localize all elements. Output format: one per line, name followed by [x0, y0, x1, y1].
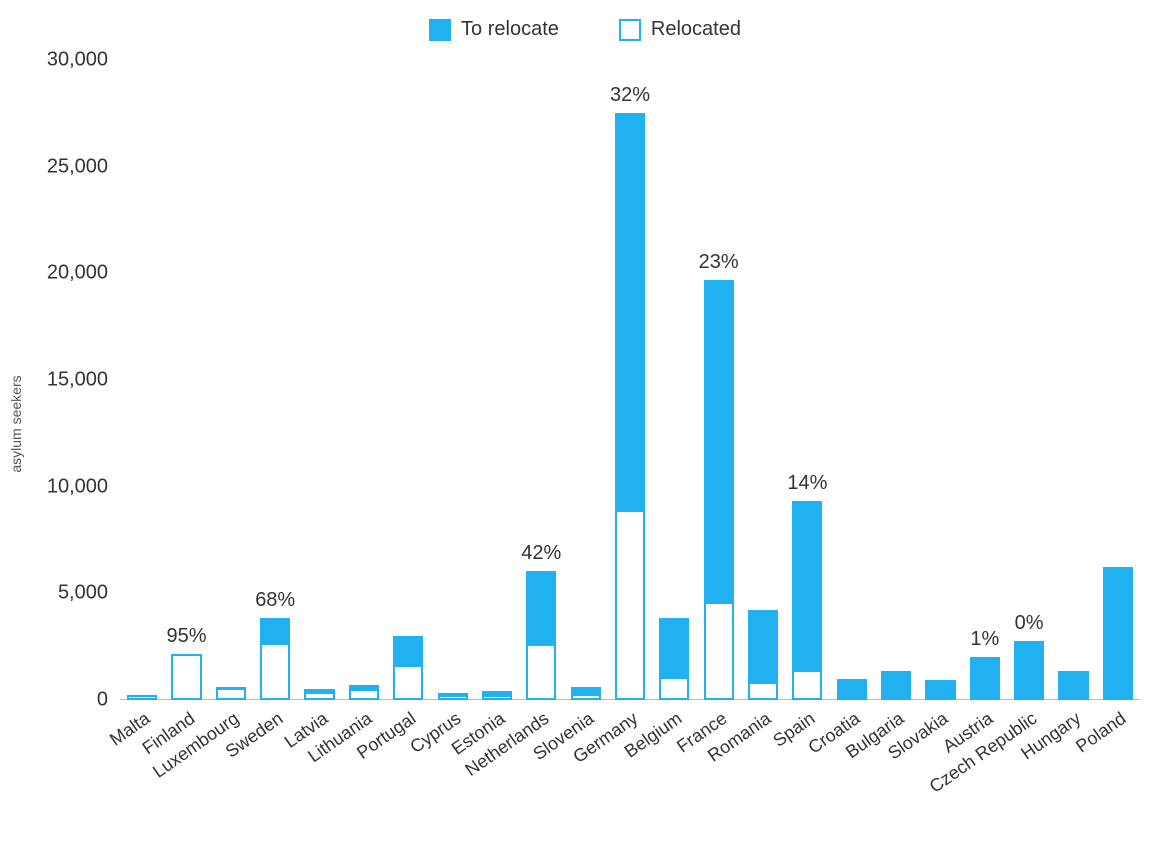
y-tick-label: 15,000 [47, 369, 120, 392]
legend-item-to-relocate: To relocate [429, 18, 559, 41]
bar-to-relocate-segment [526, 571, 556, 646]
bar-malta [127, 695, 157, 700]
legend-swatch-to-relocate [429, 19, 451, 41]
bar-finland: 95% [171, 654, 201, 700]
y-tick-label: 20,000 [47, 262, 120, 285]
y-tick-label: 5,000 [58, 582, 120, 605]
asylum-relocation-chart: To relocate Relocated asylum seekers 95%… [0, 0, 1170, 848]
bar-to-relocate-segment [615, 113, 645, 512]
y-tick-label: 30,000 [47, 49, 120, 72]
bars-container: 95% 68% 42% 32% 23% 14% 1% 0% [120, 60, 1140, 700]
legend-label-to-relocate: To relocate [461, 18, 559, 41]
pct-label: 14% [787, 472, 827, 495]
bar-to-relocate-segment [171, 654, 201, 656]
legend-swatch-relocated [619, 19, 641, 41]
bar-france: 23% [704, 280, 734, 700]
y-tick-label: 10,000 [47, 475, 120, 498]
bar-czech-republic: 0% [1014, 641, 1044, 700]
bar-to-relocate-segment [438, 693, 468, 697]
bar-romania [748, 610, 778, 700]
bar-to-relocate-segment [1014, 641, 1044, 699]
bar-to-relocate-segment [970, 657, 1000, 699]
pct-label: 1% [970, 628, 999, 651]
bar-hungary [1058, 671, 1088, 700]
bar-portugal [393, 636, 423, 700]
bar-to-relocate-segment [349, 685, 379, 691]
y-axis-title: asylum seekers [8, 375, 24, 472]
bar-to-relocate-segment [216, 687, 246, 690]
pct-label: 95% [167, 625, 207, 648]
pct-label: 23% [699, 251, 739, 274]
bar-belgium [659, 618, 689, 700]
y-tick-label: 0 [97, 689, 120, 712]
legend: To relocate Relocated [0, 18, 1170, 41]
bar-bulgaria [881, 671, 911, 700]
bar-to-relocate-segment [792, 501, 822, 673]
bar-to-relocate-segment [748, 610, 778, 684]
bar-cyprus [438, 693, 468, 700]
bar-luxembourg [216, 687, 246, 700]
bar-austria: 1% [970, 657, 1000, 700]
bar-to-relocate-segment [127, 695, 157, 696]
plot-area: 95%68%42%32%23%14%1%0% 05,00010,00015,00… [120, 60, 1140, 700]
legend-label-relocated: Relocated [651, 18, 741, 41]
bar-to-relocate-segment [659, 618, 689, 679]
bar-spain: 14% [792, 501, 822, 700]
bar-to-relocate-segment [482, 691, 512, 696]
bar-poland [1103, 567, 1133, 700]
bar-to-relocate-segment [393, 636, 423, 667]
bar-to-relocate-segment [925, 680, 955, 700]
legend-item-relocated: Relocated [619, 18, 741, 41]
bar-to-relocate-segment [571, 687, 601, 696]
bar-netherlands: 42% [526, 571, 556, 700]
pct-label: 0% [1015, 612, 1044, 635]
bar-to-relocate-segment [704, 280, 734, 604]
bar-relocated-segment [171, 654, 201, 700]
bar-croatia [837, 679, 867, 700]
pct-label: 32% [610, 84, 650, 107]
pct-label: 68% [255, 589, 295, 612]
bar-slovenia [571, 687, 601, 700]
bar-sweden: 68% [260, 618, 290, 700]
x-tick-label: Poland [1072, 708, 1130, 757]
bar-to-relocate-segment [881, 671, 911, 699]
bar-slovakia [925, 680, 955, 700]
bar-estonia [482, 691, 512, 700]
bar-to-relocate-segment [837, 679, 867, 698]
bar-lithuania [349, 685, 379, 700]
bar-latvia [304, 689, 334, 700]
bar-germany: 32% [615, 113, 645, 700]
y-tick-label: 25,000 [47, 155, 120, 178]
bar-to-relocate-segment [1103, 567, 1133, 700]
bar-to-relocate-segment [1058, 671, 1088, 700]
pct-label: 42% [521, 542, 561, 565]
bar-to-relocate-segment [304, 689, 334, 693]
bar-to-relocate-segment [260, 618, 290, 645]
